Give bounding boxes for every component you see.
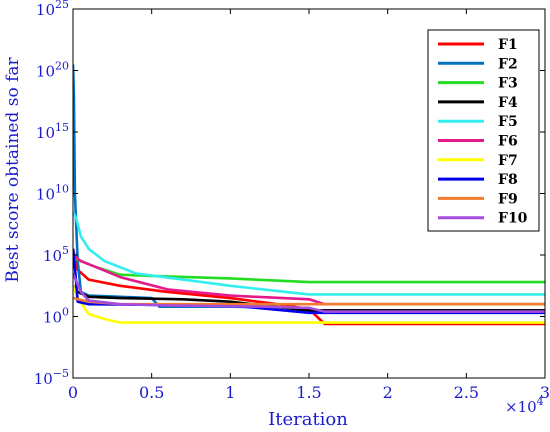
axes: 0 0.5 1 1.5 2 2.5 3 10−5 100 105 1010 1015 1020 1025 bbox=[34, 0, 550, 402]
x-tick-label: 1.5 bbox=[296, 383, 321, 402]
x-multiplier-base: ×10 bbox=[505, 398, 537, 416]
y-tick-label: 1010 bbox=[36, 183, 69, 204]
series-line-f10 bbox=[73, 272, 545, 313]
x-tick-label: 2 bbox=[383, 383, 393, 402]
legend-label-f9: F9 bbox=[498, 191, 518, 207]
x-tick-label: 3 bbox=[540, 383, 550, 402]
legend-label-f10: F10 bbox=[498, 211, 528, 227]
legend-label-f6: F6 bbox=[498, 134, 518, 150]
series-lines bbox=[73, 64, 545, 326]
x-tick-label: 1 bbox=[225, 383, 235, 402]
y-tick-label: 10−5 bbox=[34, 367, 69, 388]
y-tick-label: 1025 bbox=[36, 0, 69, 19]
x-axis-multiplier: ×104 bbox=[505, 395, 544, 416]
y-tick-label: 1015 bbox=[36, 121, 69, 142]
legend-label-f5: F5 bbox=[498, 114, 518, 130]
legend-label-f3: F3 bbox=[498, 76, 518, 92]
x-tick-label: 0 bbox=[68, 383, 78, 402]
series-line-f5 bbox=[73, 211, 545, 296]
y-tick-label: 105 bbox=[43, 244, 69, 265]
x-axis-label: Iteration bbox=[268, 409, 348, 430]
legend-box bbox=[427, 29, 540, 232]
legend-label-f2: F2 bbox=[498, 56, 518, 72]
y-axis-label: Best score obtained so far bbox=[3, 56, 23, 282]
legend-label-f8: F8 bbox=[498, 172, 518, 188]
y-tick-label: 100 bbox=[43, 306, 69, 327]
legend-label-f4: F4 bbox=[498, 95, 518, 111]
svg-text:×104: ×104 bbox=[505, 395, 544, 416]
x-tick-label: 2.5 bbox=[454, 383, 479, 402]
legend: F1 F2 F3 F4 F5 F6 F7 F8 F9 F10 bbox=[427, 29, 540, 232]
y-tick-label: 1020 bbox=[36, 60, 69, 81]
legend-label-f7: F7 bbox=[498, 153, 518, 169]
series-line-f8 bbox=[73, 248, 545, 315]
x-tick-label: 0.5 bbox=[139, 383, 164, 402]
series-line-f6 bbox=[73, 253, 545, 306]
x-multiplier-exponent: 4 bbox=[537, 395, 544, 408]
legend-label-f1: F1 bbox=[498, 37, 518, 53]
